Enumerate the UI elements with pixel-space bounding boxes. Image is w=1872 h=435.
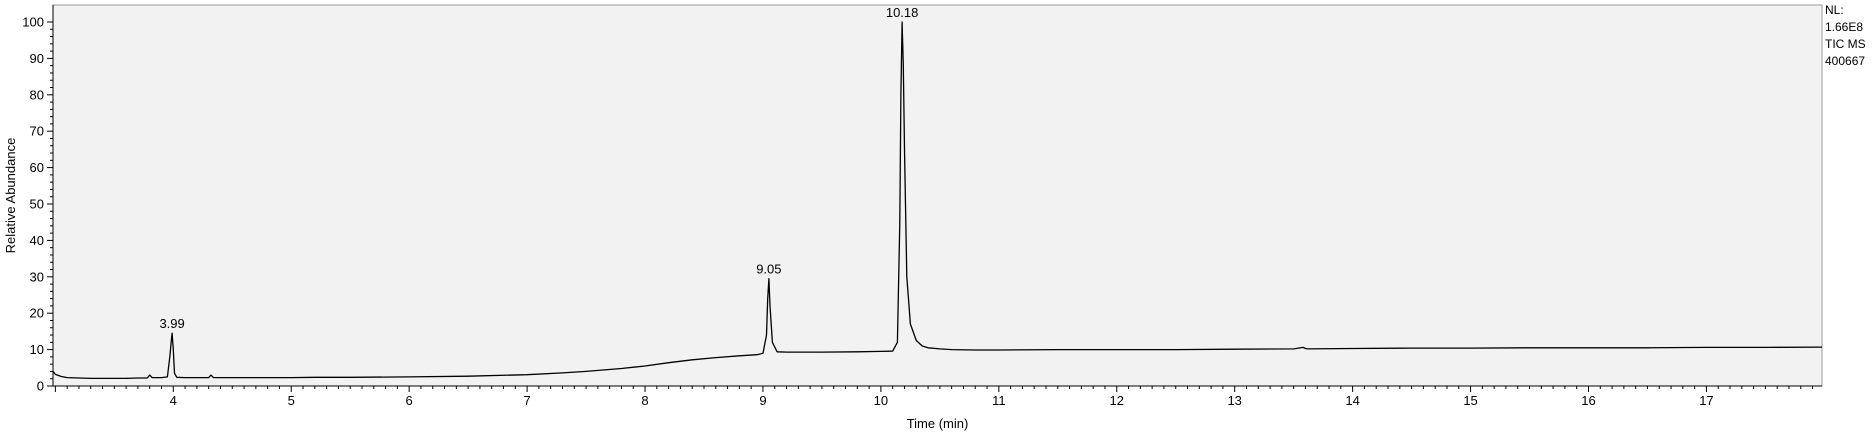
- y-tick-label: 100: [22, 15, 44, 30]
- peak-label: 3.99: [159, 316, 184, 331]
- y-axis: 0 10 20 30 40 50 60 70 80 90 100: [22, 15, 53, 394]
- x-axis: 4 5 6 7 8 9 10 11 12 13 14 15 16 17: [54, 386, 1814, 408]
- x-tick-label: 16: [1581, 393, 1595, 408]
- y-tick-label: 0: [37, 379, 44, 394]
- x-tick-label: 13: [1227, 393, 1241, 408]
- x-axis-title: Time (min): [907, 416, 969, 431]
- y-tick-label: 70: [30, 124, 44, 139]
- x-tick-label: 9: [759, 393, 766, 408]
- tic-trace-line: [52, 21, 1823, 380]
- peak-label: 9.05: [756, 262, 781, 277]
- x-tick-label: 6: [406, 393, 413, 408]
- y-axis-title: Relative Abundance: [3, 138, 18, 254]
- x-tick-label: 12: [1110, 393, 1124, 408]
- peak-labels: 3.99 9.05 10.18: [159, 5, 918, 331]
- y-tick-label: 60: [30, 160, 44, 175]
- x-tick-label: 11: [992, 393, 1006, 408]
- y-tick-label: 30: [30, 269, 44, 284]
- y-tick-label: 50: [30, 197, 44, 212]
- x-tick-label: 10: [874, 393, 888, 408]
- x-tick-label: 7: [523, 393, 530, 408]
- normalization-note: NL:: [1825, 3, 1844, 17]
- peak-label: 10.18: [886, 5, 919, 20]
- y-tick-label: 40: [30, 233, 44, 248]
- x-tick-label: 15: [1463, 393, 1477, 408]
- normalization-info: NL: 1.66E8 TIC MS 400667: [1825, 3, 1866, 68]
- y-tick-label: 10: [30, 342, 44, 357]
- x-tick-label: 14: [1345, 393, 1359, 408]
- normalization-note: 400667: [1825, 54, 1865, 68]
- normalization-note: TIC MS: [1825, 37, 1866, 51]
- normalization-note: 1.66E8: [1825, 20, 1863, 34]
- y-tick-label: 80: [30, 87, 44, 102]
- x-tick-label: 17: [1699, 393, 1713, 408]
- y-tick-label: 90: [30, 51, 44, 66]
- plot-area: [52, 4, 1823, 387]
- x-tick-label: 8: [641, 393, 648, 408]
- x-tick-label: 4: [170, 393, 177, 408]
- x-tick-label: 5: [288, 393, 295, 408]
- y-tick-label: 20: [30, 306, 44, 321]
